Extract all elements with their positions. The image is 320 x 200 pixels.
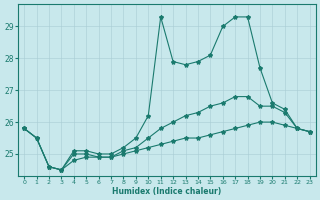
X-axis label: Humidex (Indice chaleur): Humidex (Indice chaleur) bbox=[112, 187, 221, 196]
